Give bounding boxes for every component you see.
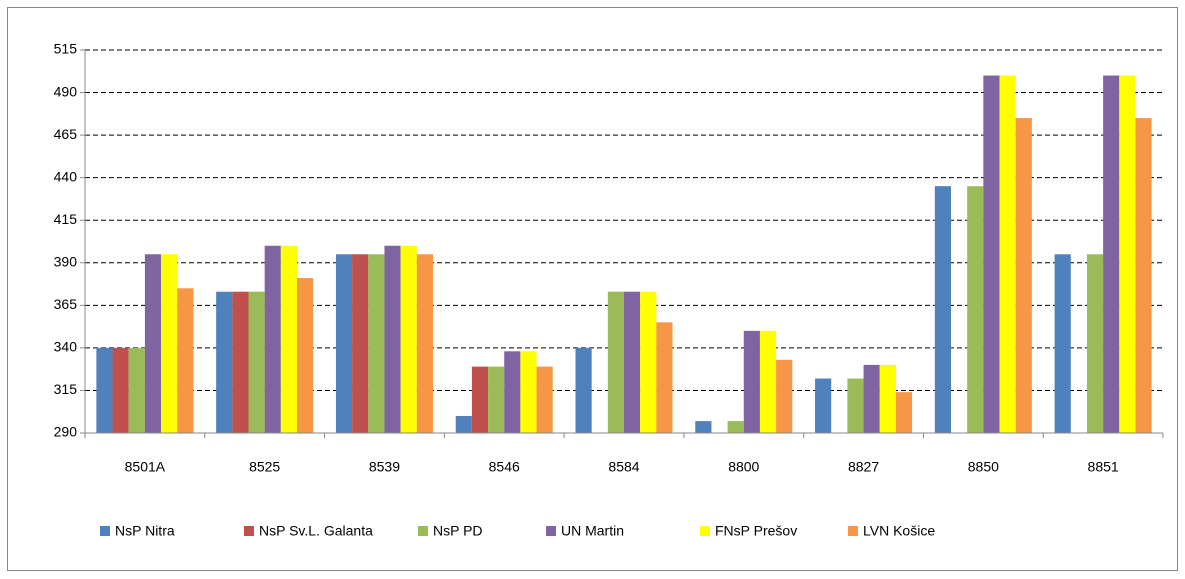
bar: [536, 366, 553, 433]
legend-swatch: [418, 526, 428, 536]
x-tick-label: 8539: [369, 459, 400, 475]
bar: [656, 322, 673, 433]
bar: [400, 245, 417, 433]
legend-swatch: [700, 526, 710, 536]
bar: [96, 347, 113, 433]
bar: [1054, 254, 1071, 433]
bar: [1135, 118, 1152, 433]
x-tick-label: 8850: [968, 459, 999, 475]
bar: [1015, 118, 1032, 433]
y-tick-label: 365: [54, 296, 78, 312]
bar: [335, 254, 353, 433]
bar: [216, 291, 233, 433]
bar: [1103, 75, 1120, 434]
y-tick-label: 440: [54, 168, 78, 184]
bar: [1119, 75, 1136, 434]
bar: [471, 366, 489, 433]
x-tick-label: 8546: [489, 459, 520, 475]
x-tick-label: 8827: [848, 459, 879, 475]
y-tick-label: 465: [54, 126, 78, 142]
legend-label: NsP PD: [433, 523, 483, 539]
legend-swatch: [244, 526, 254, 536]
bar: [144, 254, 162, 433]
bar: [759, 330, 777, 433]
y-tick-label: 290: [54, 424, 78, 440]
bar: [847, 378, 864, 433]
legend-label: UN Martin: [561, 523, 624, 539]
x-tick-label: 8851: [1088, 459, 1119, 475]
y-tick-label: 415: [54, 211, 78, 227]
bar: [520, 351, 537, 433]
bar: [695, 421, 712, 433]
bar: [112, 347, 129, 433]
bar: [280, 245, 298, 433]
x-tick-label: 8800: [728, 459, 759, 475]
bar: [967, 186, 984, 433]
bar: [624, 291, 641, 433]
legend-label: NsP Sv.L. Galanta: [259, 523, 373, 539]
x-tick-label: 8584: [608, 459, 639, 475]
bar: [455, 415, 472, 433]
bar: [488, 366, 505, 433]
bar: [1086, 254, 1104, 433]
legend-label: FNsP Prešov: [715, 523, 797, 539]
bar: [934, 186, 951, 433]
x-tick-label: 8501A: [125, 459, 166, 475]
legend-swatch: [848, 526, 858, 536]
y-tick-label: 390: [54, 253, 78, 269]
bar: [999, 75, 1016, 434]
bar: [895, 392, 913, 433]
legend-swatch: [546, 526, 556, 536]
bar: [352, 254, 369, 433]
legend-swatch: [100, 526, 110, 536]
bar: [248, 291, 265, 433]
legend-label: LVN Košice: [863, 523, 935, 539]
bar: [504, 351, 521, 433]
bar: [232, 291, 249, 433]
y-tick-label: 315: [54, 381, 78, 397]
bar: [297, 278, 314, 433]
bar: [384, 245, 401, 433]
bar: [128, 347, 145, 433]
bar: [161, 254, 178, 433]
bar: [640, 291, 657, 433]
bar: [607, 291, 624, 433]
bar: [416, 254, 433, 433]
bar: [983, 75, 1000, 434]
bar: [177, 288, 194, 433]
legend-label: NsP Nitra: [115, 523, 175, 539]
y-tick-label: 515: [54, 41, 78, 57]
bar: [727, 421, 744, 433]
y-tick-label: 490: [54, 83, 78, 99]
bar: [863, 364, 880, 433]
y-tick-label: 340: [54, 339, 78, 355]
bar: [776, 359, 793, 433]
bar: [575, 347, 592, 433]
bar: [743, 330, 760, 433]
bar: [368, 254, 385, 433]
bar: [264, 245, 281, 433]
bar: [879, 364, 896, 433]
x-tick-label: 8525: [249, 459, 280, 475]
bar: [815, 378, 832, 433]
